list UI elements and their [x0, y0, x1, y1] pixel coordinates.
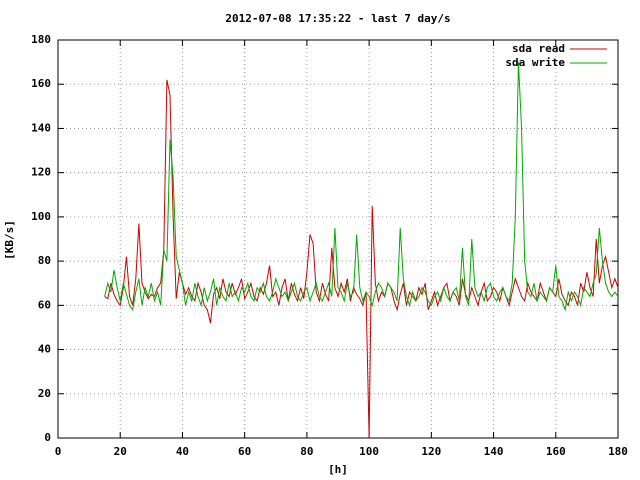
data-line: [104, 62, 619, 312]
x-tick-label: 80: [300, 445, 313, 458]
x-tick-label: 60: [238, 445, 251, 458]
y-tick-label: 140: [31, 121, 51, 134]
x-tick-label: 160: [546, 445, 566, 458]
x-tick-label: 180: [608, 445, 628, 458]
x-tick-label: 120: [421, 445, 441, 458]
y-tick-label: 20: [38, 387, 51, 400]
x-tick-label: 40: [176, 445, 189, 458]
legend-label: sda read: [512, 42, 565, 55]
y-tick-label: 80: [38, 254, 51, 267]
y-axis-label: [KB/s]: [3, 220, 16, 260]
x-tick-label: 0: [55, 445, 62, 458]
y-tick-label: 160: [31, 77, 51, 90]
y-tick-label: 120: [31, 166, 51, 179]
y-tick-label: 0: [44, 431, 51, 444]
chart-title: 2012-07-08 17:35:22 - last 7 day/s: [225, 12, 450, 25]
x-tick-label: 20: [114, 445, 127, 458]
data-line: [104, 79, 619, 439]
legend-label: sda write: [505, 56, 565, 69]
y-tick-label: 100: [31, 210, 51, 223]
x-axis-label: [h]: [328, 463, 348, 476]
y-tick-label: 180: [31, 33, 51, 46]
y-tick-label: 40: [38, 343, 51, 356]
plot-border: [57, 39, 619, 439]
x-tick-label: 100: [359, 445, 379, 458]
x-tick-label: 140: [484, 445, 504, 458]
y-tick-label: 60: [38, 298, 51, 311]
